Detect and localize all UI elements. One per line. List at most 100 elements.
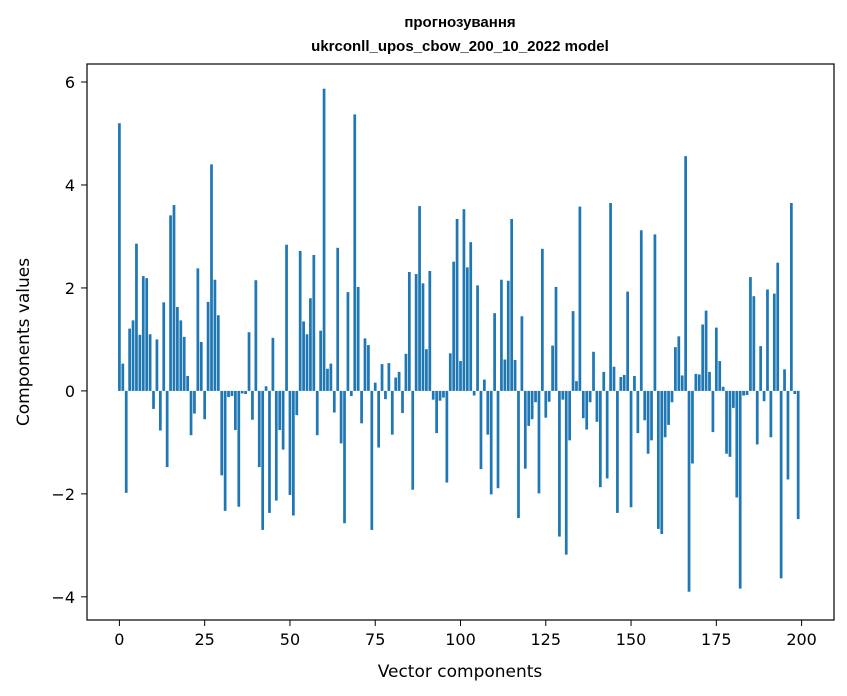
bar (728, 390, 732, 457)
bar (165, 390, 169, 468)
x-tick-label: 100 (445, 630, 476, 649)
bar (622, 374, 626, 391)
y-tick-label: 0 (65, 382, 75, 401)
bar (776, 262, 780, 391)
bar (684, 156, 687, 391)
bar (711, 390, 715, 433)
bar (172, 205, 176, 391)
bar (401, 390, 404, 414)
bar (169, 215, 172, 391)
bar (305, 334, 309, 391)
bar (616, 390, 619, 513)
bar (278, 390, 282, 431)
bar (135, 243, 138, 391)
bar (438, 390, 442, 401)
bar (708, 371, 711, 391)
bar (356, 286, 360, 391)
bar (725, 390, 728, 454)
bar (418, 206, 421, 391)
chart-title-line2: ukrconll_upos_cbow_200_10_2022 model (311, 38, 609, 55)
bar (339, 390, 343, 444)
bar (281, 390, 285, 450)
bar (598, 390, 602, 488)
bar (633, 375, 636, 391)
bar (411, 390, 415, 490)
bar (141, 276, 145, 391)
bar (486, 390, 490, 435)
bar (271, 337, 275, 391)
bar (476, 285, 479, 391)
bar (397, 371, 401, 391)
bar (288, 390, 292, 495)
bar (189, 390, 193, 436)
bar (766, 289, 769, 391)
bar (738, 390, 742, 589)
bar (158, 390, 162, 431)
bar (472, 390, 476, 396)
bar (384, 390, 387, 400)
bar (772, 293, 776, 391)
bar (387, 363, 391, 391)
bar (714, 327, 718, 391)
bar (223, 390, 227, 511)
bar (585, 390, 589, 430)
bar (517, 390, 520, 519)
bar (534, 390, 537, 403)
bar (179, 320, 183, 391)
bar (643, 390, 647, 421)
bar (762, 390, 766, 402)
bar (742, 390, 745, 396)
bar (513, 360, 517, 391)
bar (155, 339, 159, 391)
bar (230, 390, 234, 397)
bar (537, 390, 541, 494)
bar (343, 390, 346, 524)
bar (254, 280, 258, 391)
x-tick-label: 150 (616, 630, 647, 649)
bar (646, 390, 650, 454)
bar (489, 390, 493, 495)
bar (431, 390, 435, 400)
bar (186, 375, 189, 391)
bar (196, 268, 200, 391)
x-tick-label: 125 (531, 630, 562, 649)
bar (732, 390, 735, 408)
bar (326, 368, 329, 391)
bar (298, 250, 302, 391)
bar (745, 390, 749, 396)
bar (547, 390, 551, 402)
bar (520, 316, 524, 391)
bar (295, 390, 299, 416)
bar (721, 386, 725, 391)
bar (121, 363, 125, 391)
bar (656, 390, 660, 529)
bar (670, 390, 674, 403)
bar (677, 336, 681, 391)
bar (336, 247, 340, 391)
y-tick-label: −2 (51, 485, 75, 504)
bar (503, 359, 507, 391)
bar (578, 206, 582, 391)
bar (390, 390, 394, 435)
bar (609, 203, 612, 391)
bar (315, 390, 319, 436)
bar (796, 390, 800, 520)
bar (718, 361, 722, 391)
bar (329, 363, 333, 391)
bar (554, 286, 558, 391)
bar (544, 390, 548, 418)
bar (462, 209, 466, 391)
bar (274, 390, 278, 501)
bar (735, 390, 739, 498)
x-tick-label: 0 (114, 630, 124, 649)
bar (353, 114, 357, 391)
bar (465, 267, 469, 391)
bar (377, 390, 380, 448)
bar (373, 382, 377, 391)
bar (667, 390, 670, 425)
bar (128, 328, 131, 391)
bar (636, 390, 640, 434)
bar (575, 381, 578, 391)
bar (244, 390, 247, 394)
bar (237, 390, 241, 507)
